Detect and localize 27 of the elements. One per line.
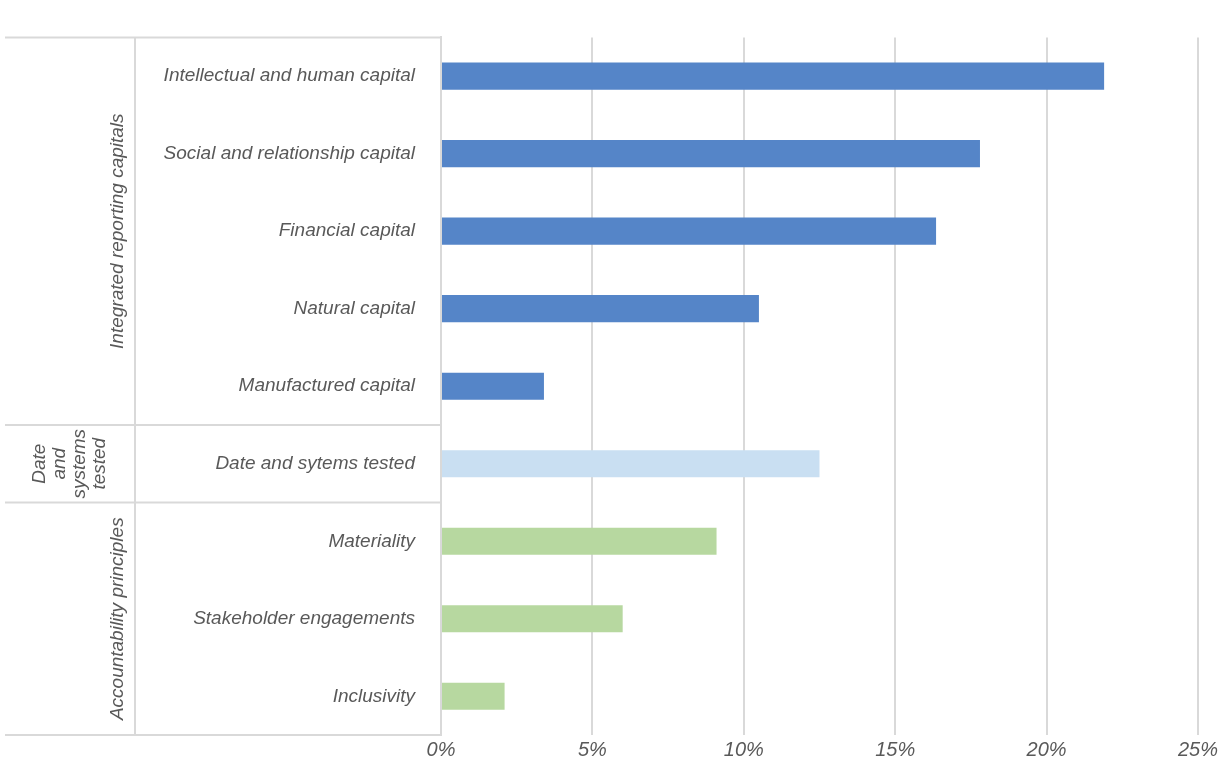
bar <box>442 605 623 633</box>
y-tick-label: Stakeholder engagements <box>193 607 416 629</box>
y-tick-label: Inclusivity <box>332 684 417 706</box>
bar <box>442 217 937 245</box>
text: Date and systems tested <box>28 428 110 499</box>
y-tick-label: Intellectual and human capital <box>163 64 416 86</box>
y-tick-label: Materiality <box>328 529 417 551</box>
bar <box>442 62 1105 90</box>
bar <box>442 372 544 400</box>
x-tick-label: 0% <box>426 737 456 760</box>
y-tick-label: Financial capital <box>278 219 416 241</box>
x-tick-label: 20% <box>1025 737 1067 760</box>
x-tick-label: 10% <box>723 737 764 760</box>
x-tick-label: 15% <box>875 737 916 760</box>
text: Accountability principles <box>106 516 128 722</box>
bar <box>442 527 717 555</box>
y-tick-label: Date and sytems tested <box>215 451 417 473</box>
bar <box>442 682 505 710</box>
text: Integrated reporting capitals <box>106 112 128 349</box>
y-tick-label: Social and relationship capital <box>163 141 416 163</box>
x-tick-label: 5% <box>577 737 607 760</box>
y-tick-label: Manufactured capital <box>238 374 416 396</box>
x-tick-label: 25% <box>1176 737 1218 760</box>
bar <box>442 450 820 478</box>
bar <box>442 140 980 168</box>
bar <box>442 295 759 323</box>
y-tick-label: Natural capital <box>293 296 416 318</box>
